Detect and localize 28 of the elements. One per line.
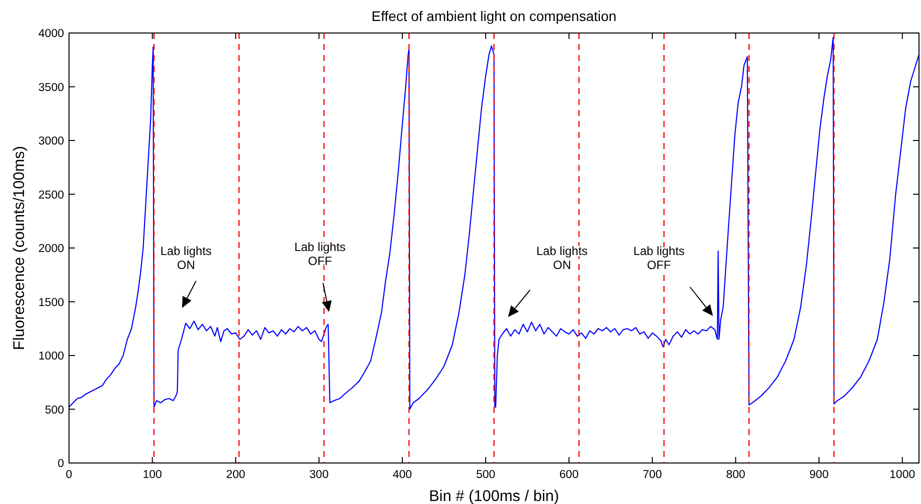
x-tick-label: 400 — [392, 469, 412, 481]
x-tick-label: 600 — [559, 469, 579, 481]
x-tick-label: 0 — [66, 469, 72, 481]
annotation: Lab lights OFF — [294, 240, 346, 268]
y-tick-label: 500 — [44, 404, 64, 416]
y-tick-label: 2000 — [38, 243, 64, 255]
line-series — [68, 36, 920, 410]
y-tick-label: 0 — [58, 458, 64, 470]
annotation: Lab lights ON — [160, 244, 212, 272]
y-tick-label: 4000 — [38, 28, 64, 40]
y-tick-label: 3500 — [38, 82, 64, 94]
x-tick-label: 700 — [642, 469, 662, 481]
x-tick-label: 200 — [226, 469, 246, 481]
annotation: Lab lights ON — [536, 244, 588, 272]
x-tick-label: 100 — [142, 469, 162, 481]
annotation: Lab lights OFF — [633, 244, 685, 272]
y-tick-label: 2500 — [38, 189, 64, 202]
y-tick-label: 1500 — [38, 296, 64, 309]
y-tick-label: 1000 — [38, 350, 64, 362]
chart-title: Effect of ambient light on compensation — [372, 8, 616, 24]
x-tick-label: 300 — [309, 469, 329, 481]
y-tick-label: 3000 — [38, 136, 64, 148]
y-axis-title: Fluorescence (counts/100ms) — [11, 146, 28, 350]
x-tick-label: 500 — [476, 469, 496, 481]
x-tick-label: 800 — [726, 469, 746, 481]
x-tick-label: 900 — [809, 469, 829, 481]
x-tick-label: 1000 — [890, 469, 916, 481]
x-axis-title: Bin # (100ms / bin) — [428, 488, 560, 504]
